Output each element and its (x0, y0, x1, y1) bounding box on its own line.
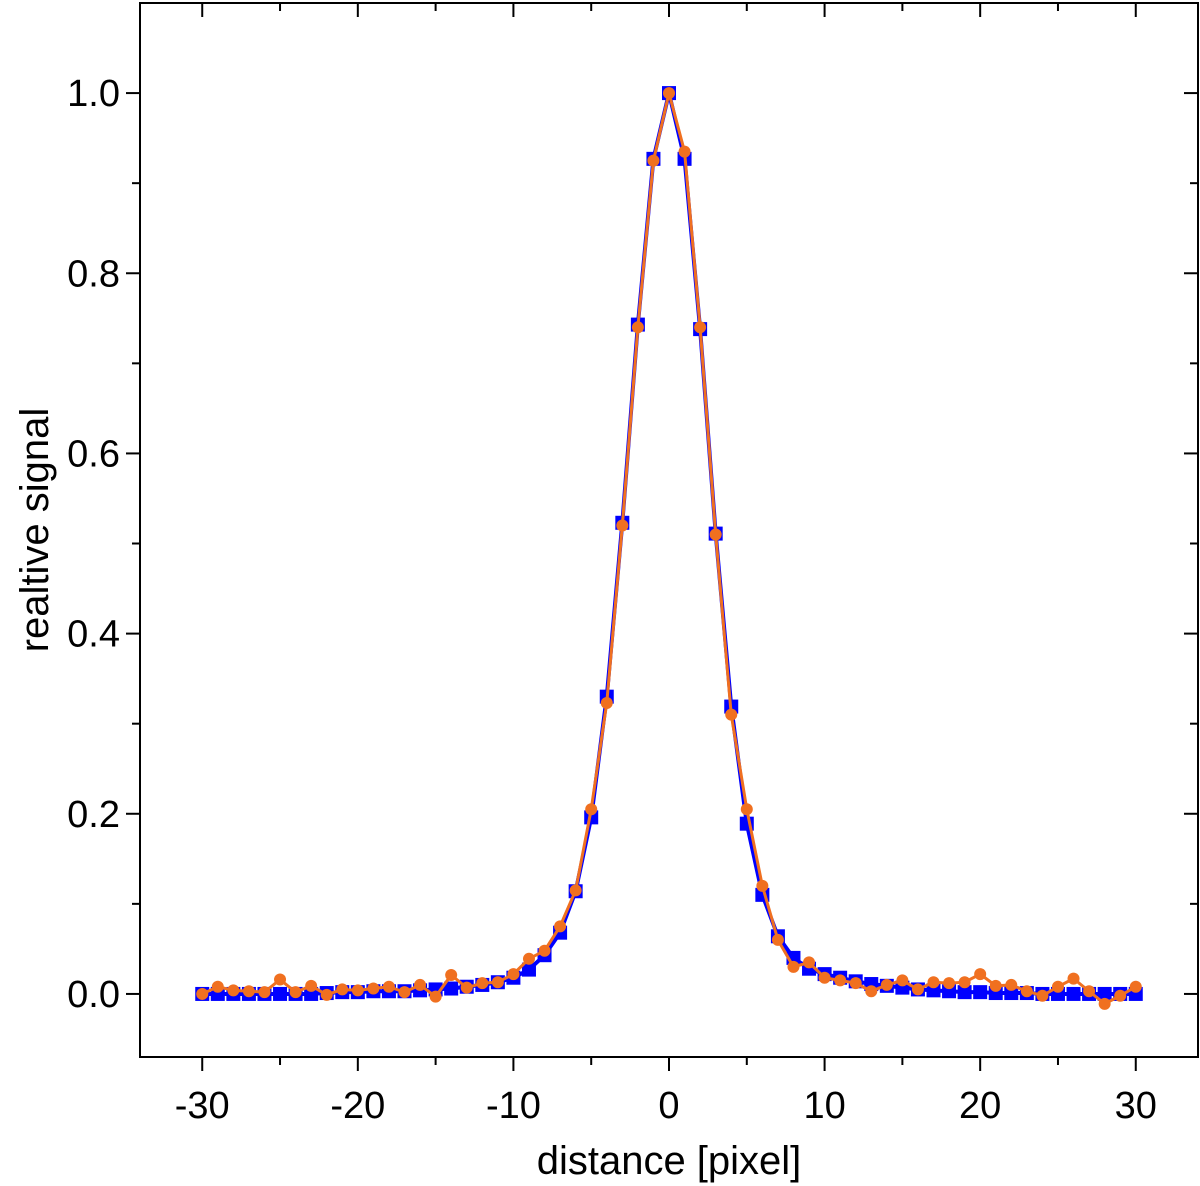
x-tick-label: -30 (175, 1085, 230, 1127)
y-axis-label: realtive signal (13, 408, 57, 653)
fit-point (1005, 978, 1018, 991)
series-layer (195, 86, 1143, 1010)
fit-point (1083, 985, 1096, 998)
fit-point (631, 321, 644, 334)
fit-point (242, 985, 255, 998)
ticks (126, 3, 1198, 1071)
y-tick-label: 0.4 (67, 614, 120, 656)
fit-point (320, 988, 333, 1001)
fit-point (647, 154, 660, 167)
fit-point (740, 803, 753, 816)
fit-point (476, 977, 489, 990)
fit-point (725, 708, 738, 721)
fit-point (227, 984, 240, 997)
fit-point (196, 987, 209, 1000)
measured-point (1097, 986, 1112, 1001)
measured-point (1066, 986, 1081, 1001)
fit-point (880, 978, 893, 991)
fit-point (756, 879, 769, 892)
fit-point (274, 973, 287, 986)
y-tick-label: 1.0 (67, 73, 120, 115)
fit-point (694, 321, 707, 334)
x-tick-label: 20 (959, 1085, 1001, 1127)
fit-point (1020, 985, 1033, 998)
fit-point (943, 977, 956, 990)
fit-point (1067, 972, 1080, 985)
x-tick-label: -10 (486, 1085, 541, 1127)
fit-point (911, 983, 924, 996)
fit-point (958, 976, 971, 989)
fit-point (305, 979, 318, 992)
fit-point (258, 986, 271, 999)
series-fit (196, 87, 1142, 1010)
measured-point (521, 962, 536, 977)
x-tick-label: -20 (330, 1085, 385, 1127)
fit-point (554, 920, 567, 933)
fit-point (663, 87, 675, 100)
measured-point (973, 985, 988, 1000)
fit-point (522, 952, 535, 965)
fit-point (211, 980, 224, 993)
fit-point (709, 528, 722, 541)
fit-point (491, 976, 504, 989)
fit-point (600, 696, 613, 709)
measured-point (444, 981, 459, 996)
y-tick-label: 0.2 (67, 794, 120, 836)
fit-point (803, 956, 816, 969)
fit-point (974, 968, 987, 981)
fit-point (507, 968, 520, 981)
fit-point (585, 803, 598, 816)
x-axis-label: distance [pixel] (537, 1139, 802, 1183)
plot-frame (139, 2, 1199, 1058)
fit-point (616, 519, 629, 532)
fit-point (336, 983, 349, 996)
fit-point (398, 986, 411, 999)
fit-point (818, 971, 831, 984)
fit-point (382, 980, 395, 993)
x-tick-label: 0 (658, 1085, 679, 1127)
fit-point (351, 984, 364, 997)
y-tick-label: 0.8 (67, 253, 120, 295)
fit-point (865, 985, 878, 998)
fit-point (414, 978, 427, 991)
fit-point (367, 982, 380, 995)
fit-point (1129, 980, 1142, 993)
x-tick-label: 30 (1115, 1085, 1157, 1127)
fit-point (1098, 997, 1111, 1010)
fit-point (896, 974, 909, 987)
fit-point (787, 960, 800, 973)
fit-point (1114, 989, 1127, 1002)
measured-point (273, 986, 288, 1001)
fit-point (771, 933, 784, 946)
tick-labels: -30 -20 -10 0 10 20 30 0.0 0.2 0.4 0.6 0.8 1.0 (67, 73, 1157, 1127)
y-tick-label: 0.0 (67, 974, 120, 1016)
fit-point (1051, 980, 1064, 993)
fit-point (834, 974, 847, 987)
fit-point (927, 976, 940, 989)
fit-point (538, 944, 551, 957)
fit-point (678, 145, 691, 158)
fit-point (1036, 989, 1049, 1002)
fit-point (460, 981, 473, 994)
y-tick-label: 0.6 (67, 433, 120, 475)
fit-point (445, 969, 458, 982)
measured-point (957, 985, 972, 1000)
fit-point (429, 990, 442, 1003)
fit-point (569, 884, 582, 897)
fit-point (989, 979, 1002, 992)
x-tick-label: 10 (803, 1085, 845, 1127)
fit-point (849, 977, 862, 990)
fit-point (289, 986, 302, 999)
